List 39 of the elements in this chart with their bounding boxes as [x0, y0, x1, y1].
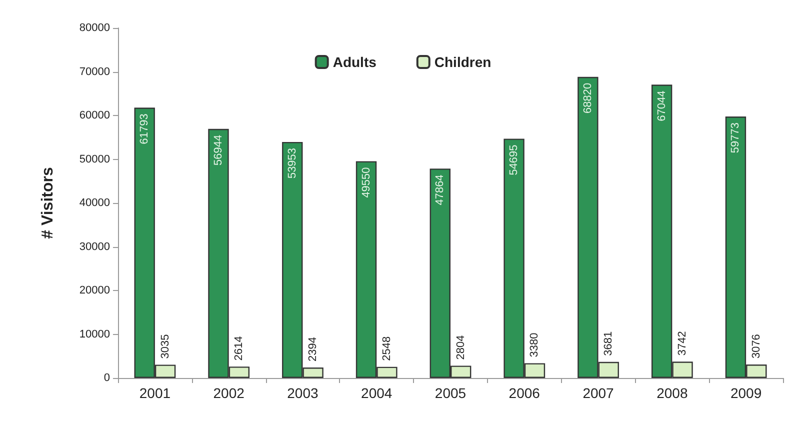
data-label: 61793	[138, 114, 151, 144]
data-label: 49550	[360, 167, 372, 198]
legend-label: Adults	[332, 54, 377, 70]
y-tick-label: 0	[104, 372, 110, 384]
data-label: 3035	[159, 334, 172, 359]
y-tick-label: 40000	[79, 197, 110, 209]
data-label: 2394	[307, 337, 320, 362]
y-tick-label: 50000	[79, 153, 110, 166]
y-axis-title: # Visitors	[40, 167, 56, 239]
data-label: 3681	[602, 331, 615, 356]
y-tick-label: 20000	[79, 284, 110, 296]
x-tick-label: 2009	[730, 385, 762, 401]
x-tick-label: 2003	[287, 385, 318, 401]
y-tick-label: 70000	[79, 66, 110, 78]
legend-label: Children	[434, 54, 492, 70]
y-tick-label: 10000	[79, 328, 110, 340]
x-tick-label: 2008	[656, 385, 688, 401]
y-tick-label: 80000	[79, 22, 110, 34]
data-label: 47864	[434, 174, 446, 206]
data-label: 68820	[582, 82, 594, 114]
data-label: 3076	[750, 334, 762, 359]
x-tick-label: 2001	[139, 385, 171, 401]
data-label: 59773	[730, 122, 742, 154]
data-label: 3380	[528, 332, 541, 358]
x-tick-label: 2002	[213, 385, 245, 401]
data-label: 3742	[676, 331, 689, 356]
data-label: 53953	[286, 148, 298, 179]
x-tick-label: 2004	[361, 385, 392, 401]
x-tick-label: 2005	[434, 385, 466, 401]
data-label: 67044	[656, 90, 668, 122]
data-label: 2548	[380, 336, 393, 361]
data-label: 2804	[454, 335, 467, 360]
x-tick-label: 2007	[582, 385, 614, 401]
data-label: 54695	[508, 144, 520, 176]
x-tick-label: 2006	[508, 385, 540, 401]
data-label: 56944	[212, 134, 224, 166]
data-label: 2614	[233, 336, 246, 361]
y-tick-label: 30000	[79, 240, 110, 253]
y-tick-label: 60000	[79, 110, 110, 122]
